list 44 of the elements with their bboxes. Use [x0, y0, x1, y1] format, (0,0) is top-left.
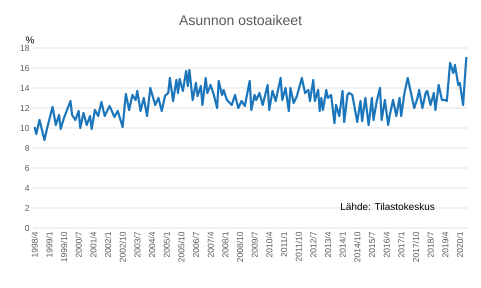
x-tick-label: 2012/7: [310, 232, 316, 258]
x-tick-label: 2000/7: [76, 232, 82, 258]
x-tick-label: 2020/1: [456, 232, 463, 258]
x-tick-label: 2010/4: [266, 232, 272, 258]
y-tick-label: 8: [25, 144, 30, 151]
x-tick-label: 2002/1: [104, 232, 112, 258]
x-tick-label: 2011/10: [295, 232, 302, 262]
x-tick-label: 1998/4: [32, 232, 38, 257]
x-tick-label: 1999/1: [46, 232, 52, 257]
x-tick-label: 2009/7: [251, 232, 258, 258]
line-series: [34, 56, 468, 142]
x-tick-label: 2001/4: [90, 232, 96, 258]
x-tick-label: 2002/10: [119, 232, 126, 262]
x-tick-label: 2017/1: [398, 232, 404, 258]
x-tick-label: 2015/7: [368, 232, 375, 258]
x-tick-label: 2003/7: [134, 232, 140, 258]
x-tick-label: 2008/1: [222, 232, 228, 258]
x-tick-label: 2016/4: [383, 232, 390, 258]
x-tick-label: 2019/4: [442, 232, 448, 258]
y-tick-label: 12: [20, 105, 30, 111]
y-tick-label: 14: [20, 85, 30, 91]
y-tick-label: 16: [20, 64, 30, 71]
x-tick-label: 2014/10: [354, 232, 360, 262]
x-tick-label: 2004/4: [148, 232, 156, 258]
y-tick-label: 10: [20, 124, 30, 131]
x-tick-label: 2013/4: [324, 232, 332, 258]
x-tick-label: 1999/10: [60, 232, 68, 262]
y-tick-label: 2: [25, 205, 30, 211]
x-tick-label: 2014/1: [339, 232, 346, 258]
y-tick-label: 6: [25, 164, 30, 171]
x-tick-label: 2008/10: [236, 232, 244, 262]
y-axis-title: %: [26, 36, 34, 44]
y-tick-label: 18: [20, 44, 30, 51]
x-tick-label: 2018/7: [427, 232, 434, 258]
y-tick-label: 0: [25, 224, 30, 231]
x-tick-label: 2007/4: [207, 232, 214, 258]
chart-title: Asunnon ostoaikeet: [179, 14, 302, 26]
x-tick-label: 2005/10: [178, 232, 184, 262]
x-tick-label: 2006/7: [192, 232, 200, 258]
x-tick-label: 2017/10: [412, 232, 419, 262]
x-tick-label: 2011/1: [280, 232, 288, 256]
y-tick-label: 4: [24, 185, 30, 191]
x-tick-label: 2005/1: [163, 232, 170, 258]
annotation: Lähde: Tilastokeskus: [341, 202, 434, 210]
